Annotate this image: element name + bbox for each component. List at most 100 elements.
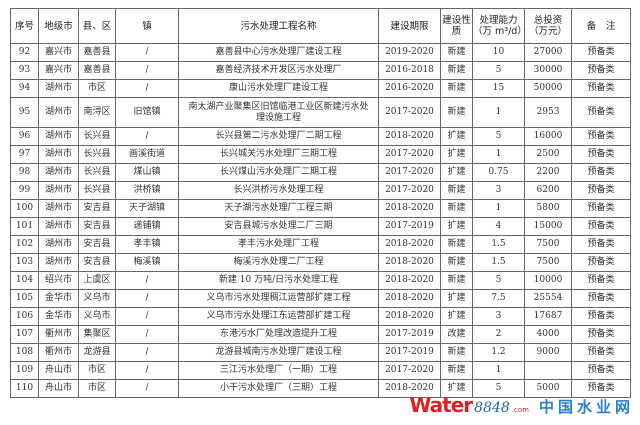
- cell-capacity: 7.5: [472, 289, 525, 308]
- cell-capacity: 1.5: [472, 253, 525, 272]
- cell-period: 2016-2018: [378, 61, 441, 80]
- cell-city: 湖州市: [38, 199, 79, 218]
- cell-county: 龙游县: [78, 343, 116, 362]
- cell-seq: 99: [10, 181, 39, 200]
- cell-period: 2017-2019: [378, 325, 441, 344]
- cell-town: /: [115, 307, 179, 326]
- table-row: 99 湖州市 长兴县 洪桥镇 长兴洪桥污水处理工程 2017-2020 新建 3 6200 预备类: [10, 181, 631, 200]
- cell-project-name: 长兴县第二污水处理厂二期工程: [178, 127, 379, 146]
- cell-county: 安吉县: [78, 199, 116, 218]
- table-row: 106 金华市 义乌市 / 义乌市污水处理江东运营部扩建工程 2018-2020 扩建 3 17…: [10, 307, 631, 326]
- cell-type: 新建: [440, 343, 473, 362]
- cell-investment: 9000: [524, 343, 572, 362]
- cell-city: 湖州市: [38, 79, 79, 98]
- cell-county: 长兴县: [78, 163, 116, 182]
- table-row: 94 湖州市 市区 / 康山污水处理厂建设工程 2016-2020 新建 15 50000 预备类: [10, 79, 631, 98]
- cell-seq: 94: [10, 79, 39, 98]
- cell-seq: 92: [10, 43, 39, 62]
- cell-town: 画溪街道: [115, 145, 179, 164]
- cell-period: 2017-2019: [378, 343, 441, 362]
- cell-project-name: 孝丰污水处理厂工程: [178, 235, 379, 254]
- project-table: 序号 地级市 县、区镇污水处理工程名称 建设期限 建设性质 处理能力（万 m³/d） 总投资…: [10, 8, 631, 398]
- cell-city: 舟山市: [38, 379, 79, 398]
- cell-investment: 27000: [524, 43, 572, 62]
- cell-investment: 2953: [524, 97, 572, 128]
- cell-county: 市区: [78, 361, 116, 380]
- cell-period: 2016-2020: [378, 79, 441, 98]
- cell-seq: 106: [10, 307, 39, 326]
- cell-project-name: 天子湖污水处理厂工程三期: [178, 199, 379, 218]
- table-row: 100 湖州市 安吉县 天子湖镇 天子湖污水处理厂工程三期 2018-2020 新建 1 580…: [10, 199, 631, 218]
- watermark-logo: Water 8848 .com 中国水业网: [409, 393, 634, 421]
- cell-seq: 97: [10, 145, 39, 164]
- header-investment: 总投资（万元）: [524, 8, 572, 44]
- cell-capacity: 1.2: [472, 343, 525, 362]
- cell-remark: 预备类: [571, 235, 631, 254]
- cell-investment: 15000: [524, 217, 572, 236]
- cell-type: 新建: [440, 181, 473, 200]
- cell-county: 义乌市: [78, 289, 116, 308]
- cell-investment: 10000: [524, 271, 572, 290]
- cell-project-name: 梅溪污水处理二厂工程: [178, 253, 379, 272]
- cell-county: 嘉善县: [78, 43, 116, 62]
- cell-city: 湖州市: [38, 97, 79, 128]
- cell-project-name: 三江污水处理厂（一期）工程: [178, 361, 379, 380]
- cell-investment: 25554: [524, 289, 572, 308]
- cell-town: /: [115, 343, 179, 362]
- cell-county: 安吉县: [78, 253, 116, 272]
- table-row: 105 金华市 义乌市 / 义乌市污水处理稠江运营部扩建工程 2018-2020 扩建 7.5…: [10, 289, 631, 308]
- cell-county: 安吉县: [78, 235, 116, 254]
- cell-seq: 109: [10, 361, 39, 380]
- cell-town: 煤山镇: [115, 163, 179, 182]
- cell-capacity: 1: [472, 199, 525, 218]
- table-row: 109 舟山市 市区 / 三江污水处理厂（一期）工程 2017-2020 新建 1 预备类: [10, 361, 631, 380]
- cell-city: 湖州市: [38, 217, 79, 236]
- cell-town: 递铺镇: [115, 217, 179, 236]
- cell-investment: 7500: [524, 253, 572, 272]
- cell-remark: 预备类: [571, 127, 631, 146]
- cell-type: 扩建: [440, 127, 473, 146]
- cell-type: 扩建: [440, 163, 473, 182]
- header-capacity: 处理能力（万 m³/d）: [472, 8, 527, 44]
- table-row: 107 衢州市 集聚区 / 东港污水厂处理改造提升工程 2017-2019 改建 2 4000 预…: [10, 325, 631, 344]
- cell-seq: 95: [10, 97, 39, 128]
- cell-type: 改建: [440, 325, 473, 344]
- cell-town: 孝丰镇: [115, 235, 179, 254]
- cell-investment: 7500: [524, 235, 572, 254]
- cell-remark: 预备类: [571, 43, 631, 62]
- cell-type: 新建: [440, 361, 473, 380]
- cell-remark: 预备类: [571, 79, 631, 98]
- cell-investment: 2200: [524, 163, 572, 182]
- cell-capacity: 10: [472, 43, 525, 62]
- cell-capacity: 5: [472, 271, 525, 290]
- cell-city: 绍兴市: [38, 271, 79, 290]
- cell-capacity: 15: [472, 79, 525, 98]
- cell-city: 嘉兴市: [38, 61, 79, 80]
- cell-period: 2018-2020: [378, 271, 441, 290]
- cell-project-name: 义乌市污水处理稠江运营部扩建工程: [178, 289, 379, 308]
- cell-remark: 预备类: [571, 379, 631, 398]
- header-row: 序号 地级市 县、区镇污水处理工程名称 建设期限 建设性质 处理能力（万 m³/d） 总投资…: [10, 8, 631, 44]
- cell-seq: 96: [10, 127, 39, 146]
- cell-remark: 预备类: [571, 199, 631, 218]
- table-row: 97 湖州市 长兴县 画溪街道 长兴城关污水处理厂三期工程 2017-2020 扩建 1 250…: [10, 145, 631, 164]
- cell-town: /: [115, 361, 179, 380]
- cell-remark: 预备类: [571, 217, 631, 236]
- cell-remark: 预备类: [571, 325, 631, 344]
- watermark-brand: Water: [409, 393, 473, 417]
- cell-period: 2017-2020: [378, 163, 441, 182]
- cell-city: 湖州市: [38, 181, 79, 200]
- cell-city: 湖州市: [38, 127, 79, 146]
- cell-city: 衢州市: [38, 343, 79, 362]
- cell-investment: 5800: [524, 199, 572, 218]
- cell-capacity: 5: [472, 379, 525, 398]
- table-row: 104 绍兴市 上虞区 / 新建 10 万吨/日污水处理工程 2018-2020 新建 5 10…: [10, 271, 631, 290]
- cell-period: 2019-2020: [378, 43, 441, 62]
- cell-period: 2018-2020: [378, 127, 441, 146]
- cell-city: 嘉兴市: [38, 43, 79, 62]
- cell-project-name: 义乌市污水处理江东运营部扩建工程: [178, 307, 379, 326]
- cell-town: 旧馆镇: [115, 97, 179, 128]
- cell-period: 2017-2020: [378, 361, 441, 380]
- cell-capacity: 1.5: [472, 235, 525, 254]
- cell-remark: 预备类: [571, 289, 631, 308]
